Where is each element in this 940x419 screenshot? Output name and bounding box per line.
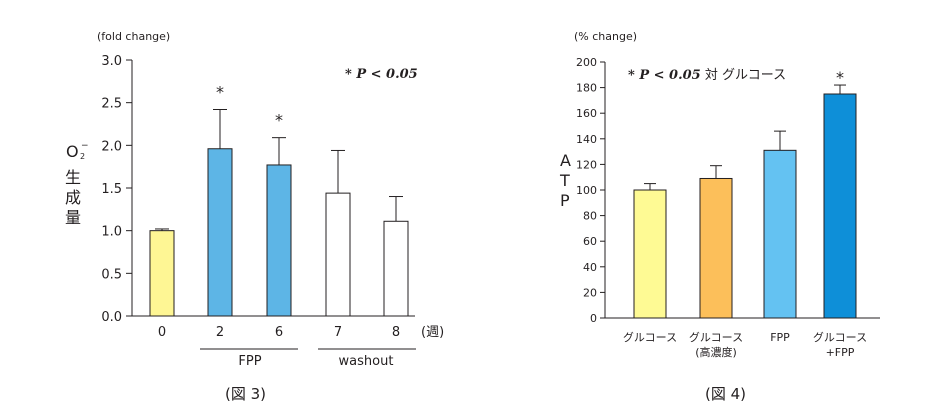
figure4: (% change) * P < 0.05 対 グルコース A T P (図 4… xyxy=(559,30,880,403)
fig3-y-tick-label: 1.5 xyxy=(101,182,122,197)
fig3-ylabel-sup: − xyxy=(81,141,89,151)
fig3-x-tick-label: 2 xyxy=(216,325,224,340)
fig4-y-tick-label: 160 xyxy=(576,107,597,120)
fig3-y-tick-label: 0.5 xyxy=(101,267,122,282)
fig3-significance-asterisk: * xyxy=(216,82,224,101)
fig4-x-tick-label: FPP xyxy=(770,331,790,344)
fig4-unit-label: (% change) xyxy=(574,30,637,43)
fig3-x-unit-label: (週) xyxy=(421,325,444,340)
fig3-x-tick-label: 7 xyxy=(334,325,342,340)
fig4-y-tick-label: 140 xyxy=(576,133,597,146)
fig3-ylabel-char-1: 生 xyxy=(65,168,81,187)
fig4-y-tick-label: 80 xyxy=(583,210,597,223)
fig4-y-tick-label: 120 xyxy=(576,158,597,171)
fig3-bar xyxy=(149,230,175,317)
fig3-y-axis-label: O 2 − 生 成 量 xyxy=(65,141,89,227)
fig4-ylabel-p: P xyxy=(560,191,570,210)
fig3-caption: (図 3) xyxy=(225,385,266,403)
fig4-significance-note: * P < 0.05 対 グルコース xyxy=(628,68,786,83)
fig3-ylabel-sub: 2 xyxy=(80,152,85,161)
fig3-y-tick-label: 3.0 xyxy=(101,54,122,69)
fig3-ylabel-char-3: 量 xyxy=(65,208,81,227)
fig3-bar xyxy=(325,192,351,317)
fig4-y-tick-label: 200 xyxy=(576,56,597,69)
fig4-y-tick-label: 0 xyxy=(590,312,597,325)
fig3-unit-label: (fold change) xyxy=(97,30,170,43)
fig3-bar xyxy=(383,220,409,317)
fig4-y-tick-label: 60 xyxy=(583,235,597,248)
fig4-x-tick-label: グルコース xyxy=(623,330,677,344)
fig4-bar xyxy=(823,93,857,319)
fig4-y-tick-label: 100 xyxy=(576,184,597,197)
fig4-x-tick-label: (高濃度) xyxy=(695,345,737,359)
fig4-y-tick-label: 20 xyxy=(583,286,597,299)
fig4-x-tick-label: グルコース xyxy=(813,330,867,344)
fig4-ylabel-t: T xyxy=(559,171,570,190)
fig4-y-tick-label: 40 xyxy=(583,261,597,274)
fig4-significance-asterisk: * xyxy=(836,68,844,87)
fig3-ylabel-char-2: 成 xyxy=(65,188,81,207)
fig3-bar xyxy=(207,148,233,317)
fig4-caption: (図 4) xyxy=(705,385,746,403)
fig4-x-tick-label: +FPP xyxy=(826,346,855,359)
fig3-y-tick-label: 0.0 xyxy=(101,310,122,325)
fig3-y-tick-label: 2.5 xyxy=(101,97,122,112)
fig4-significance-stat: * P < 0.05 xyxy=(628,68,701,83)
fig4-y-axis-label: A T P xyxy=(559,151,571,210)
fig3-group-label: washout xyxy=(339,354,394,369)
fig3-x-tick-label: 6 xyxy=(275,325,283,340)
fig3-ylabel-o: O xyxy=(66,142,79,161)
fig4-bar xyxy=(763,149,797,319)
fig3-x-tick-label: 8 xyxy=(392,325,400,340)
fig4-y-tick-label: 180 xyxy=(576,82,597,95)
fig4-significance-suffix: 対 グルコース xyxy=(701,68,786,83)
fig3-y-tick-label: 2.0 xyxy=(101,139,122,154)
fig4-bar xyxy=(699,177,733,319)
fig3-x-tick-label: 0 xyxy=(158,325,166,340)
fig3-significance-asterisk: * xyxy=(275,111,283,130)
fig3-plot-area: 0.0 0.5 1.0 1.5 2.0 2.5 3.0 0 * 2 * 6 7 8 FPP washout xyxy=(101,54,416,369)
fig3-bar xyxy=(266,164,292,317)
fig4-bar xyxy=(633,189,667,319)
fig3-y-tick-label: 1.0 xyxy=(101,225,122,240)
fig3-group-label: FPP xyxy=(238,354,261,369)
fig4-ylabel-a: A xyxy=(560,151,571,170)
fig3-significance-note: * P < 0.05 xyxy=(345,67,418,82)
figure3: (fold change) * P < 0.05 O 2 − 生 成 量 (週)… xyxy=(65,30,444,403)
fig4-x-tick-label: グルコース xyxy=(689,330,743,344)
